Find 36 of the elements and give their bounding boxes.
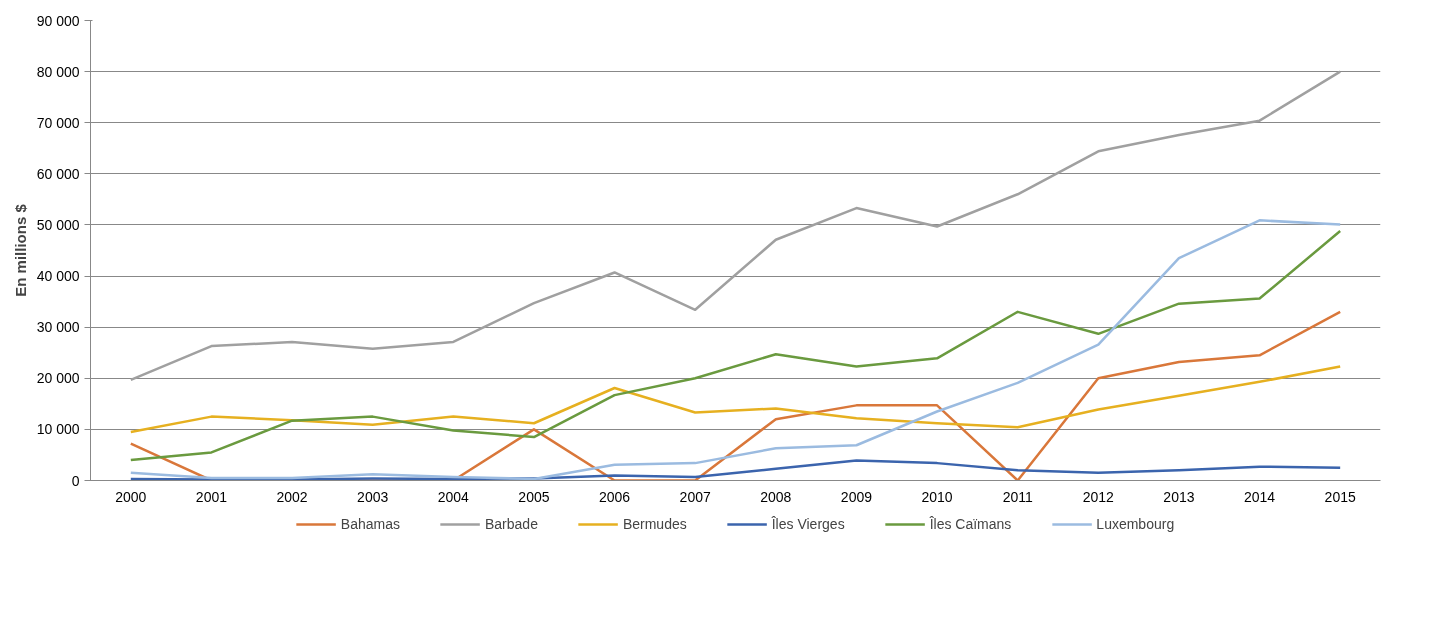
line-series: [129, 459, 1342, 481]
y-tick-label: 80 000: [36, 63, 80, 80]
legend-label: Îles Caïmans: [929, 516, 1012, 532]
x-tick-label: 2014: [1243, 488, 1276, 505]
legend-label: Îles Vierges: [771, 516, 845, 532]
legend-label: Barbade: [484, 516, 538, 532]
x-tick-label: 2011: [1002, 488, 1033, 505]
x-tick-label: 2005: [518, 488, 550, 505]
legend-label: Bahamas: [340, 516, 400, 532]
y-tick-label: 0: [71, 472, 80, 489]
x-tick-label: 2007: [679, 488, 711, 505]
x-tick-label: 2009: [840, 488, 873, 505]
x-tick-label: 2015: [1324, 488, 1356, 505]
y-tick-label: 90 000: [36, 12, 80, 29]
x-tick-label: 2001: [195, 488, 228, 505]
x-tick-label: 2008: [760, 488, 792, 505]
x-tick-label: 2002: [276, 488, 308, 505]
y-tick-label: 20 000: [36, 370, 80, 387]
y-tick-label: 50 000: [36, 216, 80, 233]
x-tick-label: 2012: [1082, 488, 1115, 505]
y-axis-title: En millions $: [11, 203, 29, 297]
legend-label: Luxembourg: [1096, 516, 1175, 532]
x-tick-label: 2010: [921, 488, 953, 505]
line-series: [129, 365, 1342, 434]
y-tick-label: 70 000: [36, 114, 80, 131]
x-tick-label: 2000: [115, 488, 147, 505]
y-tick-label: 40 000: [36, 268, 80, 285]
legend-label: Bermudes: [622, 516, 687, 532]
x-tick-label: 2004: [437, 488, 470, 505]
y-tick-label: 30 000: [36, 319, 80, 336]
y-tick-label: 10 000: [36, 421, 80, 438]
x-tick-label: 2003: [357, 488, 389, 505]
x-tick-label: 2013: [1163, 488, 1195, 505]
line-series: [129, 70, 1342, 382]
x-tick-label: 2006: [598, 488, 631, 505]
y-tick-label: 60 000: [36, 165, 80, 182]
